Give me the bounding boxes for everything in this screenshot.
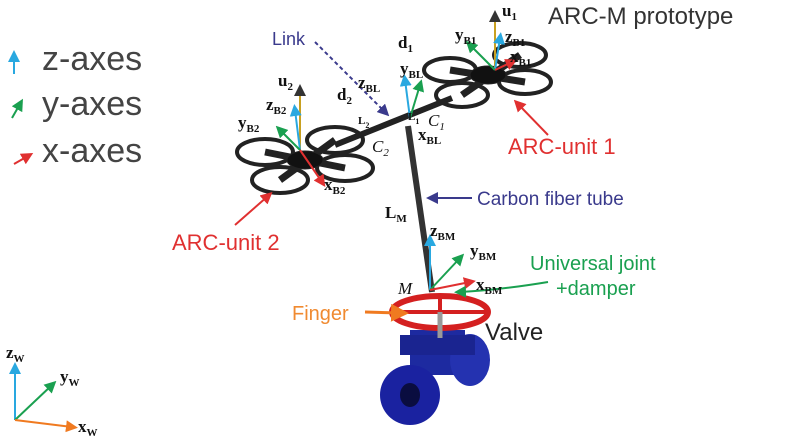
link-label: Link [272, 29, 306, 49]
math-label: zBM [430, 221, 456, 243]
figure: ARC-M prototype z-axes y-axes x-axes [0, 0, 797, 441]
label-sub: BL [427, 135, 442, 147]
math-label: LM [385, 203, 407, 225]
math-label: xB1 [510, 47, 531, 69]
math-label: zBL [358, 73, 380, 95]
math-label: yW [60, 367, 80, 389]
unit-label: ARC-unit 1 [508, 134, 616, 159]
label-sub: 1 [407, 43, 413, 55]
label-sub: W [69, 377, 80, 389]
label-sub: BL [366, 83, 381, 95]
arc-unit-1-drone [424, 43, 551, 107]
math-label: yB1 [455, 25, 476, 47]
label-sub: 2 [346, 95, 352, 107]
math-label: d1 [398, 33, 413, 55]
unit-label: ARC-unit 2 [172, 230, 280, 255]
label-base: L [408, 111, 415, 123]
label-base: L [358, 115, 365, 127]
legend-arrow [14, 156, 28, 164]
carbon-tube [408, 126, 432, 292]
valve-body [380, 296, 490, 425]
finger-label: Finger [292, 303, 349, 325]
label-sub: W [87, 427, 98, 439]
math-label: C2 [372, 137, 389, 159]
legend-label: y-axes [42, 85, 142, 123]
math-label: yB2 [238, 113, 260, 135]
math-label: L2 [358, 115, 369, 130]
legend-arrow [12, 104, 20, 118]
label-sub: 1 [511, 11, 517, 23]
math-label: u2 [278, 71, 293, 93]
legend: z-axes y-axes x-axes [12, 40, 142, 170]
math-label: zW [6, 343, 25, 365]
label-base: C [428, 111, 440, 130]
math-label: xBM [476, 275, 503, 297]
math-label: zB1 [505, 27, 525, 49]
math-label: M [397, 279, 413, 298]
valve-label: Valve [485, 319, 543, 346]
math-label: C1 [428, 111, 445, 133]
label-base: u [502, 1, 511, 20]
label-sub: 2 [365, 121, 369, 130]
label-sub: M [396, 213, 407, 225]
label-sub: 1 [415, 117, 419, 126]
label-sub: 2 [287, 81, 293, 93]
label-base: M [397, 279, 413, 298]
math-label: yBL [400, 59, 423, 81]
math-label: xW [78, 417, 98, 439]
title: ARC-M prototype [548, 3, 733, 30]
label-sub: B2 [274, 105, 287, 117]
math-label: yBM [470, 241, 497, 263]
label-base: L [385, 203, 396, 222]
joint-label: Universal joint [530, 253, 656, 275]
label-sub: BM [438, 231, 456, 243]
legend-label: x-axes [42, 132, 142, 170]
label-sub: BM [479, 251, 497, 263]
label-sub: BM [485, 285, 503, 297]
label-sub: W [14, 353, 25, 365]
math-label: u1 [502, 1, 517, 23]
label-sub: 1 [439, 121, 445, 133]
math-label: zB2 [266, 95, 287, 117]
label-sub: BL [409, 69, 424, 81]
tube-label: Carbon fiber tube [477, 189, 624, 210]
label-sub: B1 [519, 57, 532, 69]
label-sub: B1 [464, 35, 477, 47]
label-base: u [278, 71, 287, 90]
math-label: d2 [337, 85, 352, 107]
legend-label: z-axes [42, 40, 142, 78]
label-sub: B2 [247, 123, 260, 135]
joint-label: +damper [556, 278, 636, 300]
label-sub: 2 [383, 147, 389, 159]
label-base: C [372, 137, 384, 156]
label-sub: B2 [333, 185, 346, 197]
